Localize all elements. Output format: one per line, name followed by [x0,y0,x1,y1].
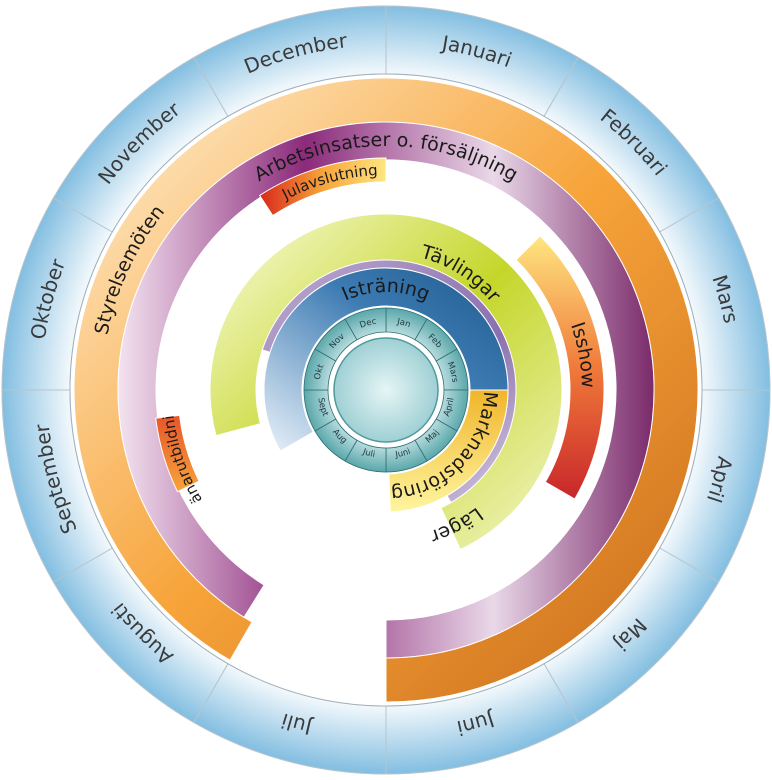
julavslutning-band [258,157,387,217]
inner-month-label-juli: Juli [360,447,375,460]
inner-month-label-juni: Juni [394,447,412,461]
isshow-band [515,235,605,500]
istraning-band [263,267,509,452]
inner-month-label-juni-path: Juni [394,447,412,461]
lager-band [209,213,563,551]
inner-month-label-juli-path: Juli [360,447,375,460]
inner-month-label-dec: Dec [359,317,378,331]
inner-month-label-jan-path: Jan [395,317,411,330]
tranarutbildning-band [155,414,200,493]
inner-month-label-jan: Jan [395,317,411,330]
inner-month-label-okt-path: Okt [313,363,327,381]
inner-month-label-okt: Okt [313,363,327,381]
activity-bands [73,77,699,703]
center-hub [333,337,439,443]
inner-month-label-dec-path: Dec [359,317,378,331]
inner-month-segment [344,307,387,341]
arbetsinsatser-band [117,121,655,659]
